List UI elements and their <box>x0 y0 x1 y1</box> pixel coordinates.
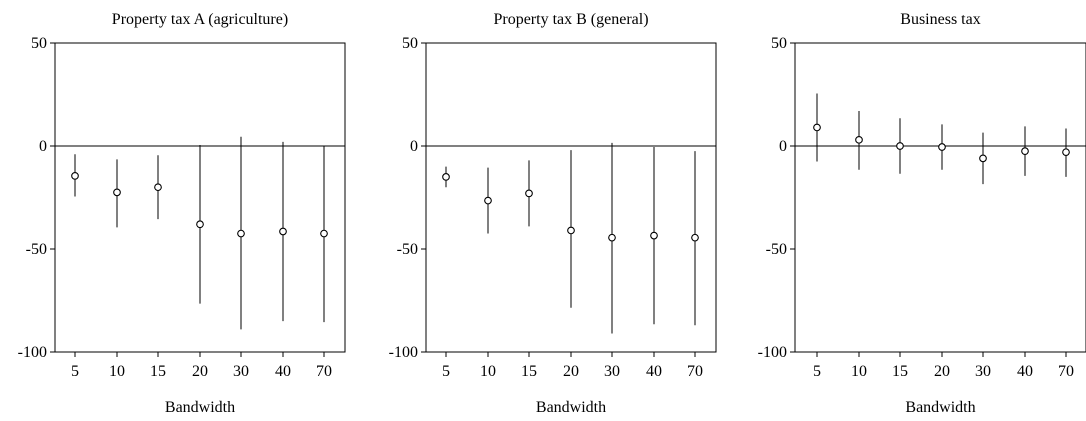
x-tick-label: 5 <box>813 363 821 380</box>
point-estimate <box>979 154 987 163</box>
plot-frame <box>794 42 1086 353</box>
x-tick-label: 70 <box>1058 363 1074 380</box>
panel-3: Business tax 50 0 -50 -100 5 10 15 20 30 40 70 Bandw… <box>758 11 1086 416</box>
panel-2: Property tax B (general) 50 0 -50 -100 5 10 15 2… <box>389 11 717 416</box>
point-estimate <box>71 172 79 180</box>
point-estimate <box>279 227 287 236</box>
y-tick-label: -100 <box>389 344 418 361</box>
y-tick-label: -100 <box>758 344 787 361</box>
point-estimate <box>237 229 245 238</box>
x-tick-label: 5 <box>442 363 450 380</box>
x-tick-label: 30 <box>233 363 249 380</box>
x-tick-label: 10 <box>480 363 496 380</box>
y-tick-label: 0 <box>779 138 787 155</box>
y-tick-label: 50 <box>402 35 418 52</box>
point-estimate <box>442 173 450 181</box>
y-tick-label: 0 <box>39 138 47 155</box>
x-tick-label: 10 <box>851 363 867 380</box>
point-estimate <box>896 142 904 150</box>
x-tick-label: 20 <box>563 363 579 380</box>
x-tick-label: 40 <box>275 363 291 380</box>
x-tick-label: 40 <box>646 363 662 380</box>
point-estimate <box>113 188 121 197</box>
point-estimate <box>1021 147 1029 155</box>
point-estimate <box>608 233 616 242</box>
y-tick-label: -50 <box>766 241 787 258</box>
panel-title: Business tax <box>900 11 980 28</box>
point-estimate <box>154 183 162 192</box>
point-estimate <box>320 229 328 238</box>
x-tick-label: 20 <box>192 363 208 380</box>
x-tick-label: 15 <box>521 363 537 380</box>
x-axis-label: Bandwidth <box>165 399 235 416</box>
x-tick-label: 40 <box>1017 363 1033 380</box>
y-tick-label: -50 <box>26 241 47 258</box>
x-tick-label: 15 <box>892 363 908 380</box>
x-tick-label: 20 <box>934 363 950 380</box>
x-tick-label: 5 <box>71 363 79 380</box>
x-tick-label: 70 <box>316 363 332 380</box>
point-estimate <box>650 231 658 240</box>
x-tick-label: 70 <box>687 363 703 380</box>
point-estimate <box>855 135 863 144</box>
x-axis-label: Bandwidth <box>905 399 975 416</box>
panel-1: Property tax A (agriculture) 50 0 -50 -100 5 1… <box>18 11 346 416</box>
point-estimate <box>567 226 575 235</box>
y-tick-label: -50 <box>397 241 418 258</box>
panel-title: Property tax A (agriculture) <box>112 11 288 28</box>
x-axis-label: Bandwidth <box>536 399 606 416</box>
y-tick-label: 50 <box>771 35 787 52</box>
y-tick-label: -100 <box>18 344 47 361</box>
point-estimate <box>196 220 204 229</box>
point-estimate <box>813 123 821 132</box>
x-tick-label: 30 <box>604 363 620 380</box>
panel-title: Property tax B (general) <box>493 11 648 28</box>
x-tick-label: 10 <box>109 363 125 380</box>
point-estimate <box>1062 148 1070 157</box>
y-tick-label: 50 <box>31 35 47 52</box>
point-estimate <box>691 233 699 242</box>
x-tick-label: 15 <box>150 363 166 380</box>
point-estimate <box>484 196 492 205</box>
point-estimate <box>525 189 533 198</box>
y-tick-label: 0 <box>410 138 418 155</box>
x-tick-label: 30 <box>975 363 991 380</box>
point-estimate <box>938 143 946 151</box>
